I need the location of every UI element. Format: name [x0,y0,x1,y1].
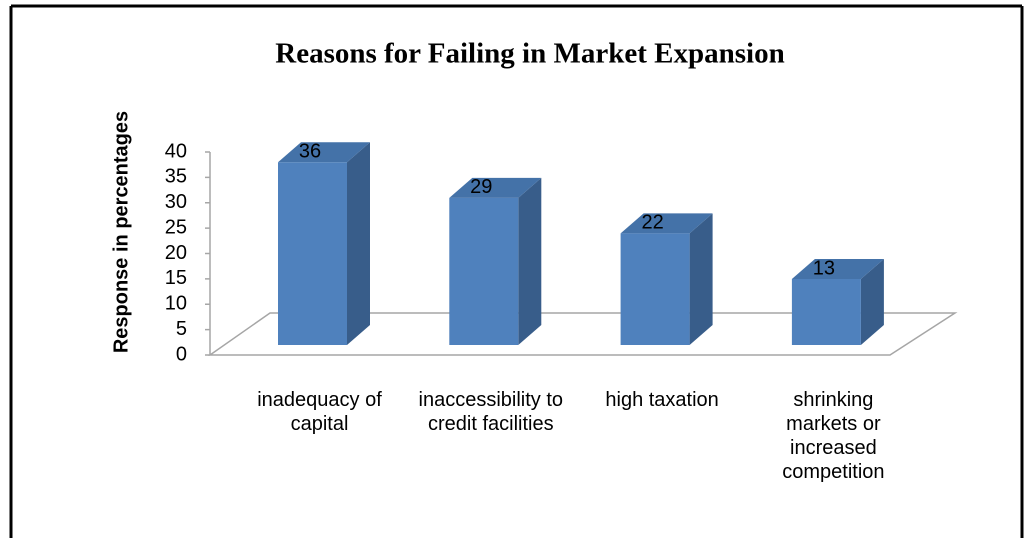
value-label: 36 [299,141,321,163]
bar-top [791,259,884,280]
bar-side [347,142,370,345]
bar-side [518,177,542,345]
bar-top [449,177,542,198]
value-label: 13 [813,257,835,279]
bar-top [278,142,370,163]
x-tick-label: inadequacy of capital [257,389,382,435]
x-tick-label: inaccessibility to credit facilities [418,389,564,435]
x-tick-label: shrinking markets or increased competiti… [782,389,885,483]
bar [449,177,542,345]
value-label: 29 [470,176,492,198]
y-tick-label: 35 [165,166,187,188]
y-tick-label: 25 [165,216,187,238]
bar [278,142,370,345]
y-tick-label: 30 [165,191,187,213]
y-tick-label: 15 [165,267,187,289]
x-tick-label: high taxation [605,389,719,411]
bar-front [449,197,519,345]
y-tick-label: 20 [165,242,187,264]
y-tick-label: 10 [165,293,187,315]
chart-title: Reasons for Failing in Market Expansion [275,38,784,70]
bar [620,213,713,345]
bar-front [620,233,690,345]
bar [791,259,884,345]
y-tick-label: 5 [176,318,187,340]
bar-side [689,213,713,345]
bar-top [620,213,713,234]
y-axis-label: Response in percentages [110,111,132,353]
value-label: 22 [641,212,663,234]
y-tick-label: 0 [176,343,187,365]
y-tick-label: 40 [165,140,187,162]
bar-front [278,162,347,345]
bar-side [860,259,884,345]
floor [207,312,958,356]
bar-front [791,279,861,345]
